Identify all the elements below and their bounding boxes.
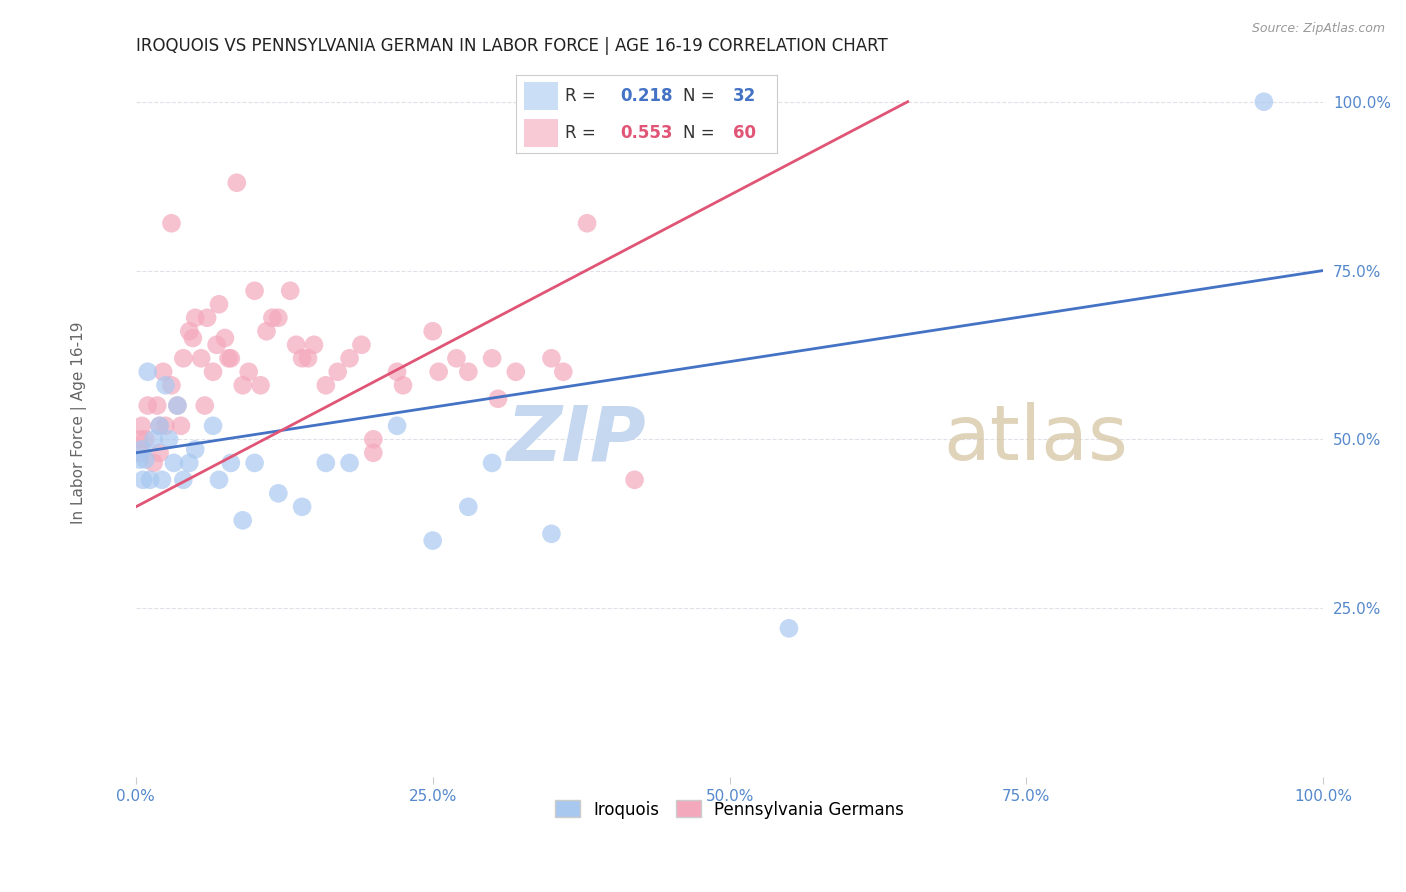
Iroquois [163,456,186,470]
Pennsylvania Germans [326,365,349,379]
Iroquois [202,418,225,433]
Pennsylvania Germans [302,338,325,352]
Text: ZIP: ZIP [506,402,647,476]
Pennsylvania Germans [232,378,254,392]
Iroquois [267,486,290,500]
Pennsylvania Germans [155,418,177,433]
Pennsylvania Germans [195,310,218,325]
Iroquois [232,513,254,527]
Pennsylvania Germans [505,365,527,379]
Pennsylvania Germans [142,456,165,470]
Pennsylvania Germans [315,378,337,392]
Iroquois [184,442,207,457]
Pennsylvania Germans [363,446,385,460]
Y-axis label: In Labor Force | Age 16-19: In Labor Force | Age 16-19 [72,321,87,524]
Pennsylvania Germans [339,351,361,366]
Iroquois [149,418,172,433]
Iroquois [155,378,177,392]
Pennsylvania Germans [262,310,284,325]
Pennsylvania Germans [179,324,201,338]
Pennsylvania Germans [166,399,188,413]
Pennsylvania Germans [249,378,271,392]
Pennsylvania Germans [205,338,228,352]
Iroquois [540,526,562,541]
Pennsylvania Germans [136,399,159,413]
Iroquois [315,456,337,470]
Pennsylvania Germans [457,365,479,379]
Pennsylvania Germans [446,351,468,366]
Pennsylvania Germans [291,351,314,366]
Iroquois [128,452,150,467]
Pennsylvania Germans [623,473,645,487]
Iroquois [219,456,242,470]
Iroquois [166,399,188,413]
Pennsylvania Germans [267,310,290,325]
Pennsylvania Germans [225,176,247,190]
Pennsylvania Germans [160,378,183,392]
Pennsylvania Germans [553,365,575,379]
Pennsylvania Germans [146,399,169,413]
Iroquois [150,473,173,487]
Iroquois [179,456,201,470]
Pennsylvania Germans [194,399,217,413]
Iroquois [142,432,165,446]
Text: Source: ZipAtlas.com: Source: ZipAtlas.com [1251,22,1385,36]
Iroquois [385,418,408,433]
Pennsylvania Germans [238,365,260,379]
Pennsylvania Germans [134,432,156,446]
Iroquois [457,500,479,514]
Iroquois [422,533,444,548]
Pennsylvania Germans [385,365,408,379]
Pennsylvania Germans [208,297,231,311]
Text: atlas: atlas [943,402,1128,476]
Iroquois [134,452,156,467]
Pennsylvania Germans [278,284,301,298]
Iroquois [136,365,159,379]
Pennsylvania Germans [217,351,239,366]
Iroquois [339,456,361,470]
Pennsylvania Germans [363,432,385,446]
Pennsylvania Germans [184,310,207,325]
Pennsylvania Germans [129,446,152,460]
Pennsylvania Germans [219,351,242,366]
Pennsylvania Germans [285,338,308,352]
Iroquois [132,473,155,487]
Pennsylvania Germans [149,446,172,460]
Pennsylvania Germans [214,331,236,345]
Pennsylvania Germans [422,324,444,338]
Pennsylvania Germans [392,378,415,392]
Pennsylvania Germans [160,216,183,230]
Iroquois [291,500,314,514]
Iroquois [481,456,503,470]
Iroquois [778,621,800,635]
Text: IROQUOIS VS PENNSYLVANIA GERMAN IN LABOR FORCE | AGE 16-19 CORRELATION CHART: IROQUOIS VS PENNSYLVANIA GERMAN IN LABOR… [136,37,887,55]
Pennsylvania Germans [540,351,562,366]
Pennsylvania Germans [481,351,503,366]
Pennsylvania Germans [256,324,278,338]
Pennsylvania Germans [181,331,204,345]
Pennsylvania Germans [427,365,450,379]
Pennsylvania Germans [152,365,174,379]
Iroquois [157,432,180,446]
Pennsylvania Germans [128,432,150,446]
Pennsylvania Germans [131,418,153,433]
Pennsylvania Germans [243,284,266,298]
Iroquois [172,473,194,487]
Legend: Iroquois, Pennsylvania Germans: Iroquois, Pennsylvania Germans [548,794,911,825]
Iroquois [243,456,266,470]
Iroquois [139,473,162,487]
Pennsylvania Germans [486,392,509,406]
Iroquois [1253,95,1275,109]
Pennsylvania Germans [202,365,225,379]
Pennsylvania Germans [576,216,599,230]
Pennsylvania Germans [297,351,319,366]
Pennsylvania Germans [190,351,212,366]
Pennsylvania Germans [149,418,172,433]
Iroquois [131,442,153,457]
Pennsylvania Germans [350,338,373,352]
Pennsylvania Germans [170,418,193,433]
Pennsylvania Germans [172,351,194,366]
Iroquois [208,473,231,487]
